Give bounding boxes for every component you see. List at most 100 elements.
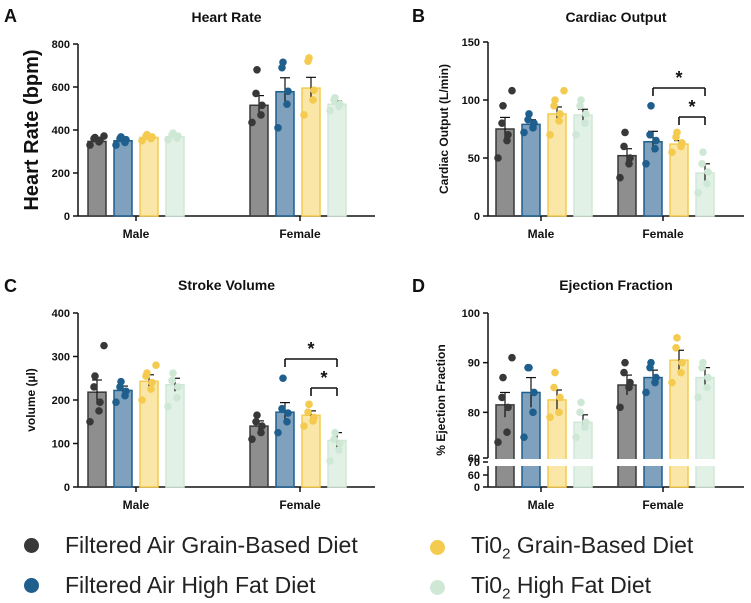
significance-star: * xyxy=(320,368,327,388)
data-point xyxy=(503,428,511,437)
y-tick-label: 800 xyxy=(52,39,70,51)
data-point xyxy=(284,87,292,96)
data-point xyxy=(248,118,256,127)
data-point xyxy=(508,353,516,362)
data-point xyxy=(556,110,564,118)
x-tick-label: Male xyxy=(528,227,555,241)
data-point xyxy=(300,422,308,430)
data-point xyxy=(555,117,563,125)
bar-tio2_hfd-male xyxy=(165,136,185,217)
legend-label-fa-hfd: Filtered Air High Fat Diet xyxy=(65,572,316,598)
bar-fa_hfd-male xyxy=(521,123,541,217)
data-point xyxy=(95,407,103,415)
bar-fa_gbd-male xyxy=(87,391,107,488)
y-tick-label: 200 xyxy=(52,168,70,180)
data-point xyxy=(331,93,339,102)
data-point xyxy=(274,428,282,437)
data-point xyxy=(326,106,334,115)
data-point xyxy=(694,189,702,197)
data-point xyxy=(572,433,580,441)
y-axis-label: % Ejection Fraction xyxy=(434,344,448,455)
y-tick-label: 90 xyxy=(468,358,480,370)
y-axis-label: Cardiac Output (L/min) xyxy=(437,64,451,194)
data-point xyxy=(508,86,516,95)
data-point xyxy=(258,422,266,430)
data-point xyxy=(86,141,94,149)
data-point xyxy=(673,334,681,342)
bar-fa_gbd-male xyxy=(87,140,107,217)
data-point xyxy=(703,179,711,188)
data-point xyxy=(525,110,533,118)
data-point xyxy=(336,439,344,448)
axis-break-gap xyxy=(489,459,745,466)
data-point xyxy=(524,115,532,124)
legend-item-fa-gbd: Filtered Air Grain-Based Diet xyxy=(24,532,358,559)
data-point xyxy=(621,128,629,137)
legend: Filtered Air Grain-Based Diet Ti02 Grain… xyxy=(0,520,751,603)
panel-letter: C xyxy=(4,276,17,296)
legend-label-tio2-hfd: Ti02 High Fat Diet xyxy=(471,572,651,603)
data-point xyxy=(577,96,585,104)
data-point xyxy=(258,101,266,110)
data-point xyxy=(551,368,559,377)
data-point xyxy=(647,102,655,110)
data-point xyxy=(678,358,686,367)
legend-label-tio2-gbd-rest: Grain-Based Diet xyxy=(510,532,694,558)
x-tick-label: Female xyxy=(642,498,684,512)
panel-b: B Cardiac Output Cardiac Output (L/min) 0 50… xyxy=(412,6,744,241)
data-point xyxy=(647,358,655,367)
data-point xyxy=(252,417,260,426)
data-point xyxy=(577,398,585,407)
data-point xyxy=(560,86,568,95)
data-point xyxy=(143,130,151,139)
data-point xyxy=(503,136,511,145)
bar-fa_hfd-male xyxy=(113,140,133,217)
data-point xyxy=(582,418,590,427)
data-point xyxy=(117,133,125,141)
data-point xyxy=(494,438,502,446)
panel-letter: B xyxy=(412,6,425,26)
bar-fa_gbd-female xyxy=(617,384,637,488)
data-point xyxy=(646,131,654,139)
data-point xyxy=(284,409,292,417)
data-point xyxy=(572,131,580,139)
data-point xyxy=(576,408,584,417)
data-point xyxy=(550,383,558,392)
data-point xyxy=(556,393,564,402)
panel-d: D Ejection Fraction % Ejection Fraction 100… xyxy=(412,276,745,512)
data-point xyxy=(494,154,502,162)
data-point xyxy=(283,417,291,426)
x-tick-label: Male xyxy=(123,498,150,512)
data-point xyxy=(253,66,261,74)
data-point xyxy=(143,369,151,377)
data-point xyxy=(698,160,706,168)
data-point xyxy=(335,446,343,454)
data-point xyxy=(678,139,686,147)
data-point xyxy=(122,387,130,396)
legend-label-fa-gbd: Filtered Air Grain-Based Diet xyxy=(65,532,358,558)
x-tick-label: Male xyxy=(528,498,555,512)
data-point xyxy=(555,408,563,417)
data-point xyxy=(112,398,120,406)
y-tick-label: 60 xyxy=(468,470,480,482)
data-point xyxy=(529,408,537,417)
data-point xyxy=(621,358,629,367)
data-point xyxy=(498,119,506,127)
data-point xyxy=(616,173,624,182)
y-tick-label: 100 xyxy=(52,439,70,451)
data-point xyxy=(300,111,308,119)
significance-star: * xyxy=(675,68,682,88)
data-point xyxy=(626,154,634,162)
panel-title: Heart Rate xyxy=(191,9,261,25)
data-point xyxy=(253,411,261,420)
data-point xyxy=(704,373,712,382)
legend-label-tio2-hfd-sub: 2 xyxy=(502,585,511,603)
data-point xyxy=(309,96,317,104)
data-point xyxy=(100,132,108,140)
data-point xyxy=(551,96,559,104)
data-point xyxy=(148,378,156,387)
data-point xyxy=(147,385,155,393)
data-point xyxy=(498,393,506,402)
data-point xyxy=(91,133,99,142)
